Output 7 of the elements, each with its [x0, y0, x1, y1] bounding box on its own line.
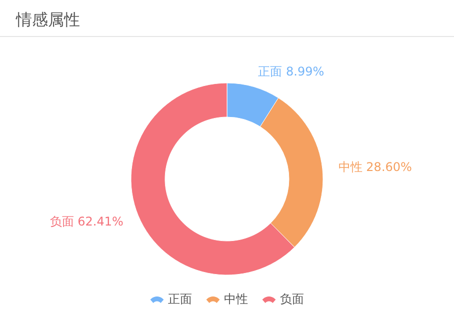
category-label: 正面 8.99%: [258, 64, 324, 78]
chart-title: 情感属性: [0, 0, 454, 37]
category-label: 负面 62.41%: [50, 214, 124, 229]
legend-label: 中性: [224, 292, 248, 306]
category-label: 中性 28.60%: [338, 160, 412, 174]
legend-label: 负面: [280, 292, 304, 306]
legend-label: 正面: [168, 292, 192, 306]
